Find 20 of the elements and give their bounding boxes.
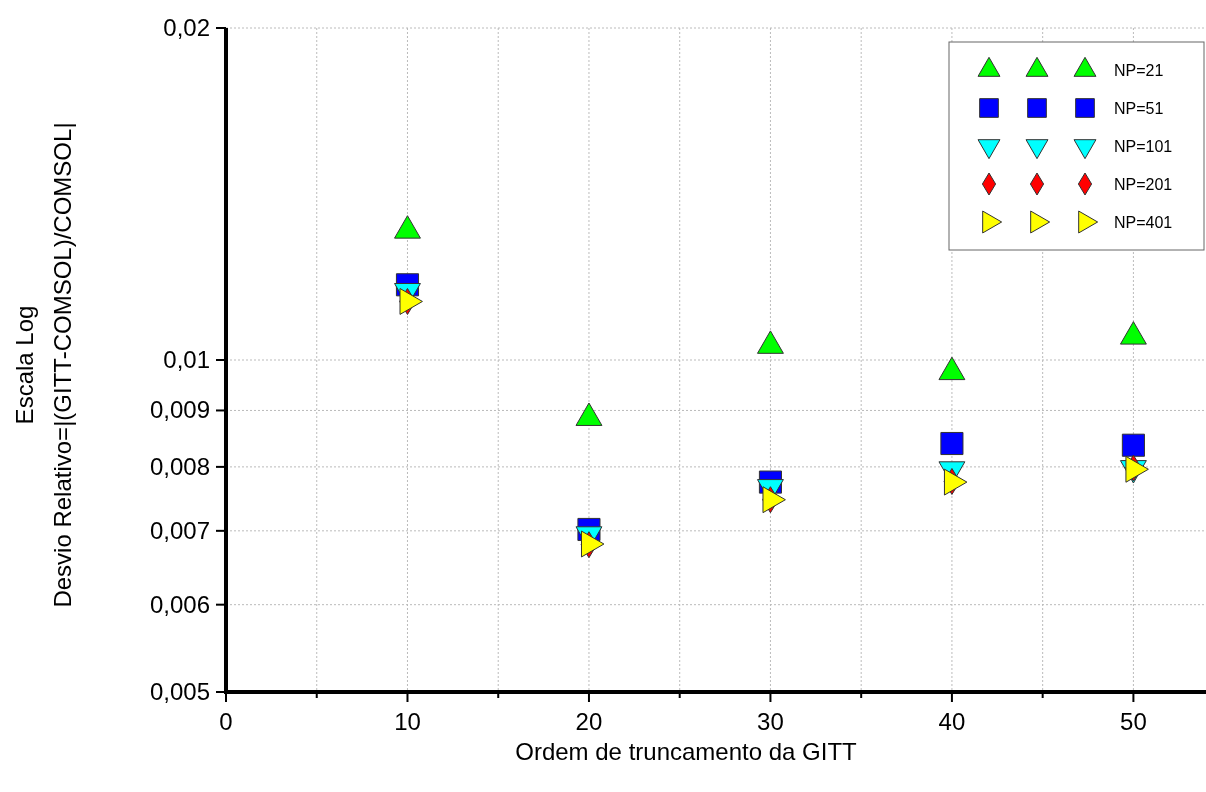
x-tick-label: 20 [575, 708, 603, 735]
y-tick-label: 0,005 [149, 678, 210, 705]
legend-label: NP=101 [1114, 138, 1173, 155]
x-tick-label: 0 [219, 708, 233, 735]
y-tick-label: 0,006 [149, 590, 210, 618]
y-tick-label: 0,008 [149, 452, 210, 480]
legend-label: NP=401 [1114, 214, 1173, 231]
y-axis-title: Escala Log Desvio Relativo=|(GITT-COMSOL)/COMSOL| [11, 122, 76, 608]
x-axis-title: Ordem de truncamento da GITT [515, 738, 858, 765]
y-tick-label: 0,02 [163, 14, 210, 41]
legend-label: NP=51 [1114, 100, 1164, 117]
x-tick-label: 40 [938, 708, 966, 735]
y-tick-label: 0,01 [163, 346, 210, 373]
y-tick-label: 0,009 [149, 396, 210, 424]
y-tick-label: 0,007 [149, 516, 210, 544]
x-tick-label: 50 [1120, 708, 1147, 735]
legend-label: NP=201 [1114, 176, 1173, 193]
x-tick-label: 10 [394, 708, 421, 735]
x-tick-label: 30 [757, 708, 784, 735]
legend-label: NP=21 [1114, 62, 1164, 79]
